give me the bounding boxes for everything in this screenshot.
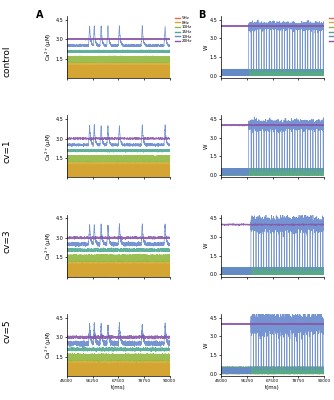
Y-axis label: W: W	[203, 243, 208, 248]
X-axis label: t(ms): t(ms)	[111, 385, 126, 390]
X-axis label: t(ms): t(ms)	[265, 385, 280, 390]
Text: A: A	[36, 10, 43, 20]
Y-axis label: Ca$^{2+}$(μM): Ca$^{2+}$(μM)	[44, 132, 54, 161]
Text: control: control	[2, 45, 11, 77]
Y-axis label: W: W	[203, 342, 208, 348]
Y-axis label: W: W	[203, 44, 208, 50]
Text: cv=1: cv=1	[2, 139, 11, 163]
Y-axis label: Ca$^{2+}$(μM): Ca$^{2+}$(μM)	[44, 331, 54, 359]
Text: B: B	[198, 10, 206, 20]
Text: cv=5: cv=5	[2, 319, 11, 343]
Y-axis label: Ca$^{2+}$(μM): Ca$^{2+}$(μM)	[44, 33, 54, 61]
Text: cv=3: cv=3	[2, 229, 11, 253]
Legend: 5Hz, 8Hz, 10Hz, 15Hz, 10Hz, 20Hz: 5Hz, 8Hz, 10Hz, 15Hz, 10Hz, 20Hz	[174, 15, 193, 45]
Y-axis label: Ca$^{2+}$(μM): Ca$^{2+}$(μM)	[44, 231, 54, 260]
Y-axis label: W: W	[203, 144, 208, 149]
Legend: 5Hz, 8Hz, 10Hz, 15Hz, 10Hz, 20Hz: 5Hz, 8Hz, 10Hz, 15Hz, 10Hz, 20Hz	[328, 15, 334, 45]
